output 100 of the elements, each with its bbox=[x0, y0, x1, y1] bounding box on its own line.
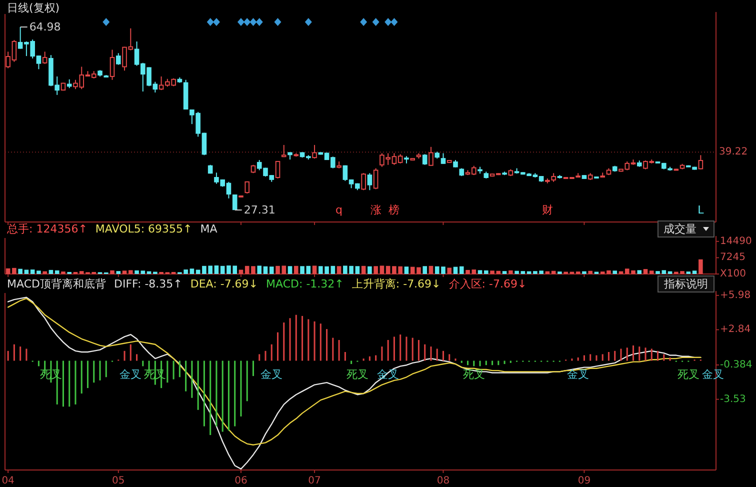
candlestick bbox=[361, 172, 366, 191]
bar bbox=[220, 266, 225, 274]
candlestick bbox=[116, 52, 121, 66]
bar bbox=[508, 270, 513, 274]
candlestick bbox=[373, 168, 378, 190]
annotation: 64.98 bbox=[29, 20, 61, 34]
bar bbox=[649, 270, 654, 274]
candlestick bbox=[42, 51, 48, 64]
bar bbox=[36, 270, 41, 274]
bar bbox=[238, 270, 244, 274]
bar bbox=[692, 270, 697, 274]
y-tick-label: 7245 bbox=[720, 252, 746, 264]
ref-line-label: 39.22 bbox=[719, 146, 748, 158]
text: MAVOL5: 69355↑ bbox=[95, 222, 192, 236]
annotation: L bbox=[698, 204, 705, 216]
bar bbox=[30, 270, 35, 274]
bar bbox=[637, 270, 642, 274]
text: 成交量 bbox=[664, 222, 696, 236]
text: DEA: -7.69↓ bbox=[190, 278, 258, 290]
annotation: 财 bbox=[542, 204, 553, 216]
bar bbox=[190, 268, 194, 274]
bar bbox=[336, 266, 342, 274]
annotation: q bbox=[336, 204, 343, 216]
text: MA bbox=[200, 222, 218, 236]
text: 指标说明 bbox=[663, 278, 708, 290]
bar bbox=[18, 268, 22, 274]
bar bbox=[6, 268, 10, 274]
candlestick bbox=[428, 146, 434, 166]
bar bbox=[300, 266, 304, 274]
annotation: 金叉 bbox=[120, 368, 142, 382]
candlestick bbox=[367, 172, 372, 191]
bar bbox=[428, 266, 434, 274]
bar bbox=[386, 266, 390, 274]
bar bbox=[416, 267, 421, 274]
x-tick-label: 05 bbox=[112, 476, 125, 486]
text: MACD: -1.32↑ bbox=[266, 278, 344, 290]
y-tick-label: -3.53 bbox=[720, 394, 746, 405]
text: 上升背离: -7.69↓ bbox=[352, 278, 441, 290]
bar bbox=[269, 266, 274, 274]
bar bbox=[312, 266, 317, 274]
bar bbox=[110, 270, 114, 274]
annotation: 27.31 bbox=[244, 204, 276, 216]
bar bbox=[368, 266, 372, 274]
x-tick-label: 06 bbox=[234, 476, 248, 486]
candlestick bbox=[110, 49, 115, 80]
annotation: 榜 bbox=[388, 204, 400, 216]
bar bbox=[134, 270, 139, 274]
bar bbox=[196, 270, 200, 274]
bar bbox=[42, 271, 47, 274]
bar bbox=[490, 270, 494, 274]
bar bbox=[122, 270, 127, 274]
bar bbox=[698, 259, 703, 274]
bar bbox=[54, 270, 60, 274]
x-tick-label: 07 bbox=[308, 476, 321, 486]
bar bbox=[12, 268, 16, 274]
bar bbox=[48, 270, 54, 274]
x-tick-label: 04 bbox=[2, 476, 14, 486]
bar bbox=[24, 270, 29, 274]
bar bbox=[306, 266, 311, 274]
bar bbox=[612, 270, 618, 274]
x-tick-label: 08 bbox=[436, 476, 450, 486]
candlestick bbox=[244, 180, 250, 194]
bar bbox=[656, 271, 660, 274]
candlestick bbox=[281, 144, 286, 158]
bar bbox=[355, 266, 360, 274]
bar bbox=[520, 271, 526, 274]
y-tick-label: 14490 bbox=[720, 236, 752, 247]
y-tick-label: +5.98 bbox=[720, 290, 751, 301]
bar bbox=[410, 266, 415, 274]
annotation: 死叉 bbox=[346, 368, 368, 382]
bar bbox=[484, 270, 488, 274]
candlestick bbox=[232, 194, 238, 210]
bar bbox=[374, 266, 378, 274]
text: DIFF: -8.35↑ bbox=[114, 278, 182, 290]
bar bbox=[330, 266, 336, 274]
bar bbox=[214, 265, 219, 274]
bar bbox=[116, 271, 121, 274]
bar bbox=[502, 271, 507, 274]
bar bbox=[263, 266, 268, 274]
candlestick bbox=[698, 154, 704, 170]
y-tick-label: -0.384 bbox=[720, 359, 752, 370]
bar bbox=[447, 268, 452, 274]
text: 介入区: -7.69↓ bbox=[448, 278, 527, 290]
candlestick bbox=[422, 154, 428, 166]
bar bbox=[257, 266, 262, 274]
chart-title: 日线(复权) bbox=[7, 2, 60, 14]
bar bbox=[459, 266, 464, 274]
bar bbox=[582, 271, 586, 274]
bar bbox=[128, 270, 133, 274]
text: 总手: 124356↑ bbox=[6, 222, 88, 236]
bar bbox=[453, 266, 458, 274]
chart-title: MACD顶背离和底背 bbox=[7, 278, 106, 290]
candlestick bbox=[312, 144, 317, 160]
bar bbox=[514, 270, 519, 274]
candlestick bbox=[440, 152, 446, 164]
bar bbox=[361, 266, 366, 274]
bar bbox=[294, 266, 298, 274]
y-tick-label: +2.84 bbox=[720, 324, 751, 336]
candlestick bbox=[275, 160, 280, 179]
annotation: 涨 bbox=[370, 204, 382, 216]
